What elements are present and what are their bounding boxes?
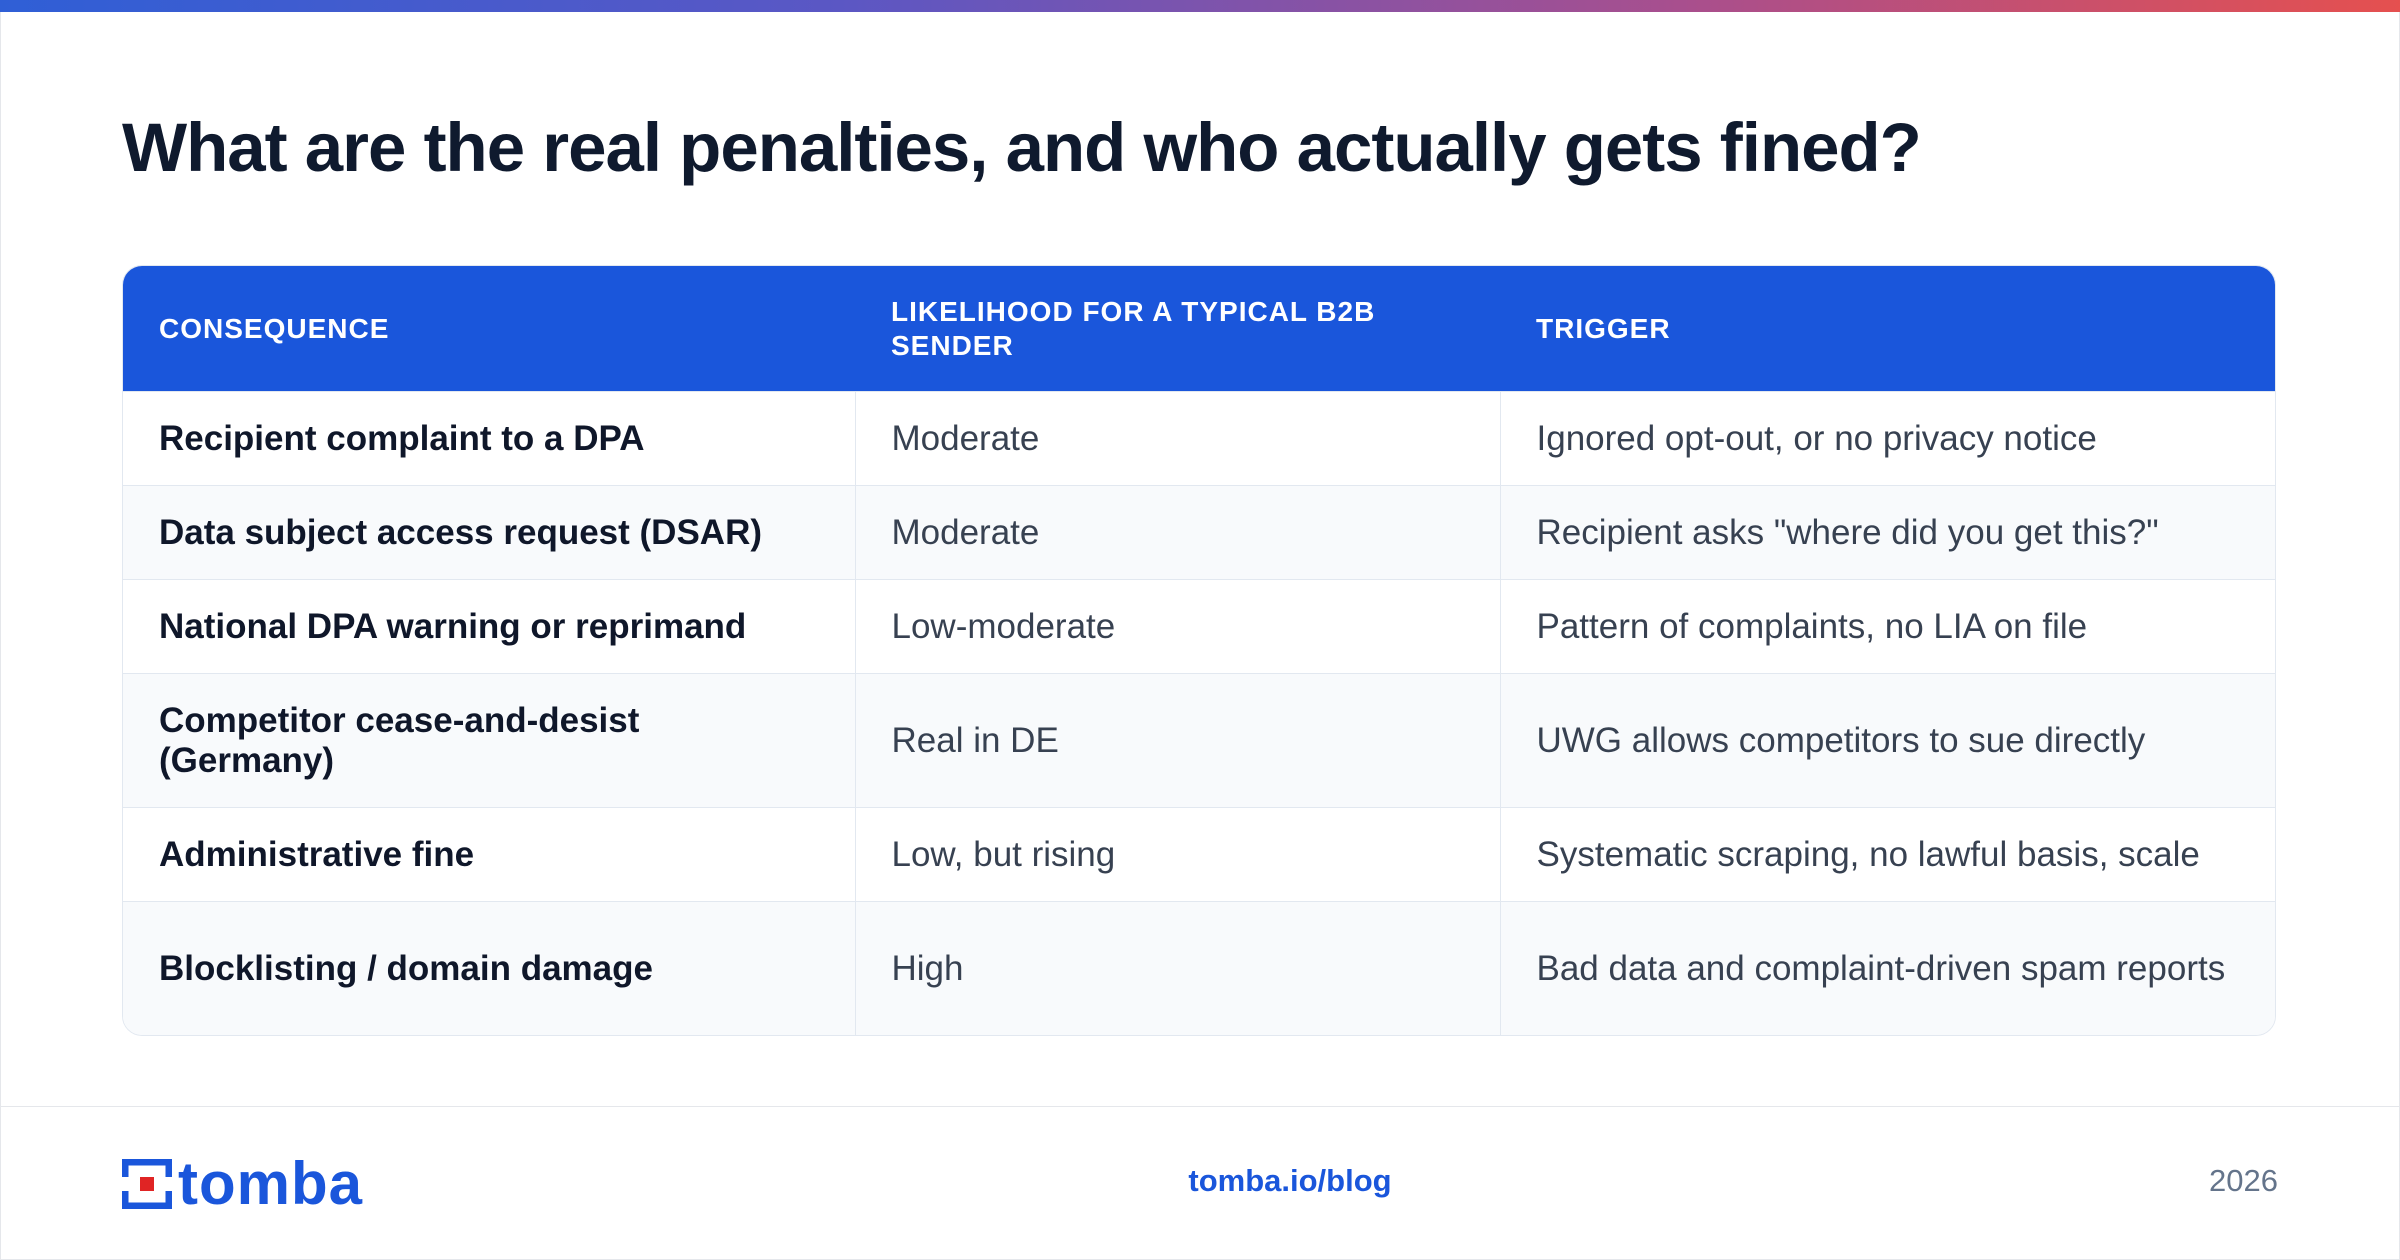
- trigger-cell: Ignored opt-out, or no privacy notice: [1499, 391, 2275, 486]
- column-header-consequence: CONSEQUENCE: [123, 266, 855, 392]
- penalties-table: CONSEQUENCE LIKELIHOOD FOR A TYPICAL B2B…: [122, 265, 2276, 1036]
- tomba-logo-mark-icon: [122, 1159, 172, 1209]
- likelihood-cell: Real in DE: [854, 673, 1500, 808]
- logo-wordmark: tomba: [178, 1150, 363, 1217]
- consequence-cell: Data subject access request (DSAR): [123, 485, 855, 580]
- blog-url-link[interactable]: tomba.io/blog: [1188, 1163, 1392, 1198]
- column-header-likelihood: LIKELIHOOD FOR A TYPICAL B2B SENDER: [855, 266, 1500, 392]
- footer-year: 2026: [2209, 1163, 2278, 1198]
- column-header-trigger: TRIGGER: [1500, 266, 2275, 392]
- trigger-cell: Bad data and complaint-driven spam repor…: [1499, 901, 2275, 1035]
- tomba-logo[interactable]: tomba: [122, 1150, 363, 1217]
- trigger-cell: Pattern of complaints, no LIA on file: [1499, 579, 2275, 674]
- table-row: National DPA warning or reprimand Low-mo…: [123, 579, 2275, 674]
- likelihood-cell: High: [854, 901, 1500, 1035]
- likelihood-cell: Low-moderate: [854, 579, 1500, 674]
- table-row: Recipient complaint to a DPA Moderate Ig…: [123, 391, 2275, 486]
- consequence-cell: Administrative fine: [123, 807, 855, 902]
- page-title: What are the real penalties, and who act…: [122, 109, 1922, 186]
- footer-divider: [0, 1106, 2400, 1107]
- likelihood-cell: Moderate: [854, 391, 1500, 486]
- table-row: Data subject access request (DSAR) Moder…: [123, 485, 2275, 580]
- table-row: Competitor cease-and-desist (Germany) Re…: [123, 673, 2275, 808]
- trigger-cell: Recipient asks "where did you get this?": [1499, 485, 2275, 580]
- trigger-cell: Systematic scraping, no lawful basis, sc…: [1499, 807, 2275, 902]
- table-row: Blocklisting / domain damage High Bad da…: [123, 901, 2275, 1035]
- consequence-cell: Blocklisting / domain damage: [123, 901, 855, 1035]
- trigger-cell: UWG allows competitors to sue directly: [1499, 673, 2275, 808]
- top-gradient-bar: [0, 0, 2400, 12]
- table-header-row: CONSEQUENCE LIKELIHOOD FOR A TYPICAL B2B…: [123, 266, 2275, 392]
- consequence-cell: National DPA warning or reprimand: [123, 579, 855, 674]
- likelihood-cell: Low, but rising: [854, 807, 1500, 902]
- likelihood-cell: Moderate: [854, 485, 1500, 580]
- consequence-cell: Competitor cease-and-desist (Germany): [123, 673, 855, 808]
- consequence-cell: Recipient complaint to a DPA: [123, 391, 855, 486]
- table-row: Administrative fine Low, but rising Syst…: [123, 807, 2275, 902]
